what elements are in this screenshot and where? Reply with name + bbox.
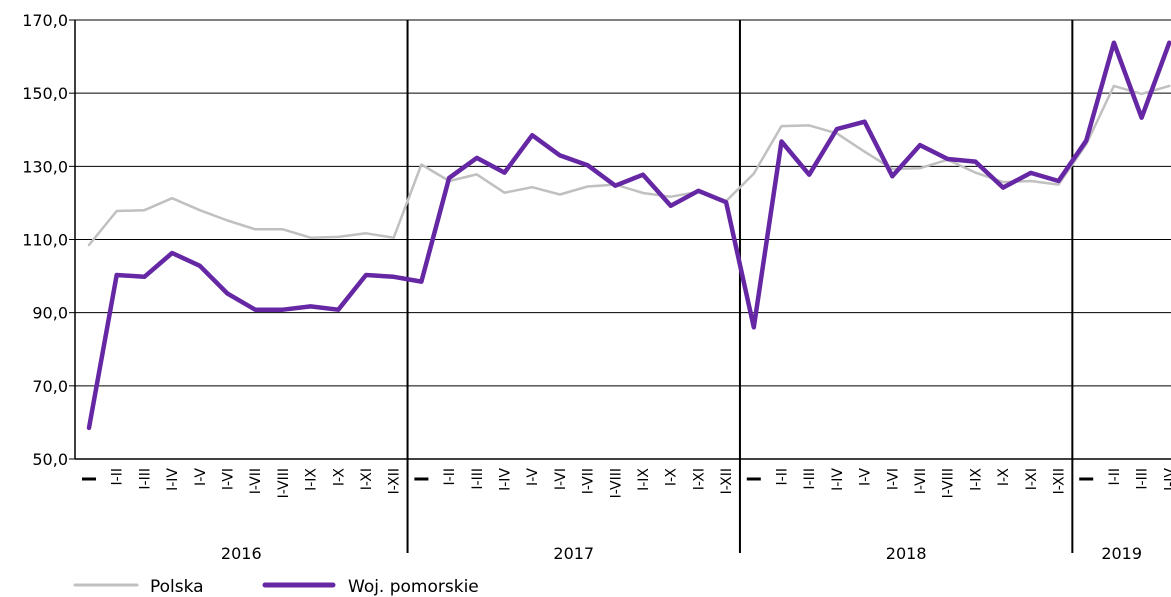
x-tick-label: I-IV — [165, 468, 181, 491]
gridlines — [69, 19, 1171, 460]
y-tick-label: 150,0 — [22, 84, 68, 103]
series-lines — [86, 40, 1171, 431]
x-tick-label: I-VI — [553, 468, 569, 490]
legend-label: Polska — [150, 577, 204, 597]
x-tick-label: I-VI — [885, 468, 901, 490]
legend: Polska Woj. pomorskie — [73, 577, 479, 597]
x-tick-label: I-XI — [1024, 468, 1040, 490]
x-tick-label: I-XI — [691, 468, 707, 490]
series-line-polska — [87, 84, 1171, 247]
y-axis-tick-labels: 50,0 70,0 90,0 110,0 130,0 150,0 170,0 — [22, 11, 68, 469]
x-tick-label: I-VIII — [941, 468, 957, 498]
x-axis-tick-labels: I-II I-III I-IV I-V I-VI I-VII I-VIII I-IX I-X I-… — [82, 468, 1171, 498]
x-tick-label: I-IV — [830, 468, 846, 491]
x-tick-label: I-XII — [719, 468, 735, 494]
x-tick-label: I-V — [525, 468, 541, 486]
x-tick-label: I-III — [1135, 468, 1151, 490]
y-tick-label: 110,0 — [22, 231, 68, 250]
x-tick-label: I-VI — [221, 468, 237, 490]
x-tick-label: I-IX — [968, 468, 984, 491]
x-tick-label: I-V — [858, 468, 874, 486]
x-tick-label: I-III — [470, 468, 486, 490]
y-tick-label: 50,0 — [32, 450, 68, 469]
year-label: 2016 — [221, 544, 262, 563]
year-label: 2018 — [886, 544, 927, 563]
axes — [74, 20, 1171, 460]
x-tick-label: I-VII — [581, 468, 597, 494]
x-tick-label: I-X — [996, 468, 1012, 486]
y-tick-label: 130,0 — [22, 157, 68, 176]
x-tick-label: I-II — [775, 468, 791, 485]
x-tick-label: I-X — [664, 468, 680, 486]
x-tick-label: I-IX — [304, 468, 320, 491]
y-tick-label: 170,0 — [22, 11, 68, 30]
y-tick-label: 90,0 — [32, 304, 68, 323]
y-tick-label: 70,0 — [32, 377, 68, 396]
x-tick-label: I-XII — [387, 468, 403, 494]
year-separators — [406, 20, 1074, 553]
x-tick-label: I-XI — [359, 468, 375, 490]
x-tick-label: I-X — [331, 468, 347, 486]
x-tick-label: I-III — [137, 468, 153, 490]
x-tick-label: I-IV — [1162, 468, 1171, 491]
year-label: 2017 — [553, 544, 594, 563]
x-tick-label: I-V — [193, 468, 209, 486]
x-tick-label: I-VIII — [608, 468, 624, 498]
x-tick-label: I-II — [442, 468, 458, 485]
x-tick-label: I-II — [110, 468, 126, 485]
x-tick-label: I-III — [802, 468, 818, 490]
series-line-woj-pomorskie — [86, 40, 1171, 431]
x-tick-label: I-XII — [1052, 468, 1068, 494]
x-tick-label: I-IV — [498, 468, 514, 491]
x-tick-label: I-VIII — [276, 468, 292, 498]
year-label: 2019 — [1101, 544, 1142, 563]
x-tick-label: I-II — [1107, 468, 1123, 485]
x-tick-label: I-VII — [248, 468, 264, 494]
x-tick-label: I-VII — [913, 468, 929, 494]
year-labels: 2016 2017 2018 2019 — [221, 544, 1142, 563]
legend-label: Woj. pomorskie — [348, 577, 479, 597]
x-tick-label: I-IX — [636, 468, 652, 491]
